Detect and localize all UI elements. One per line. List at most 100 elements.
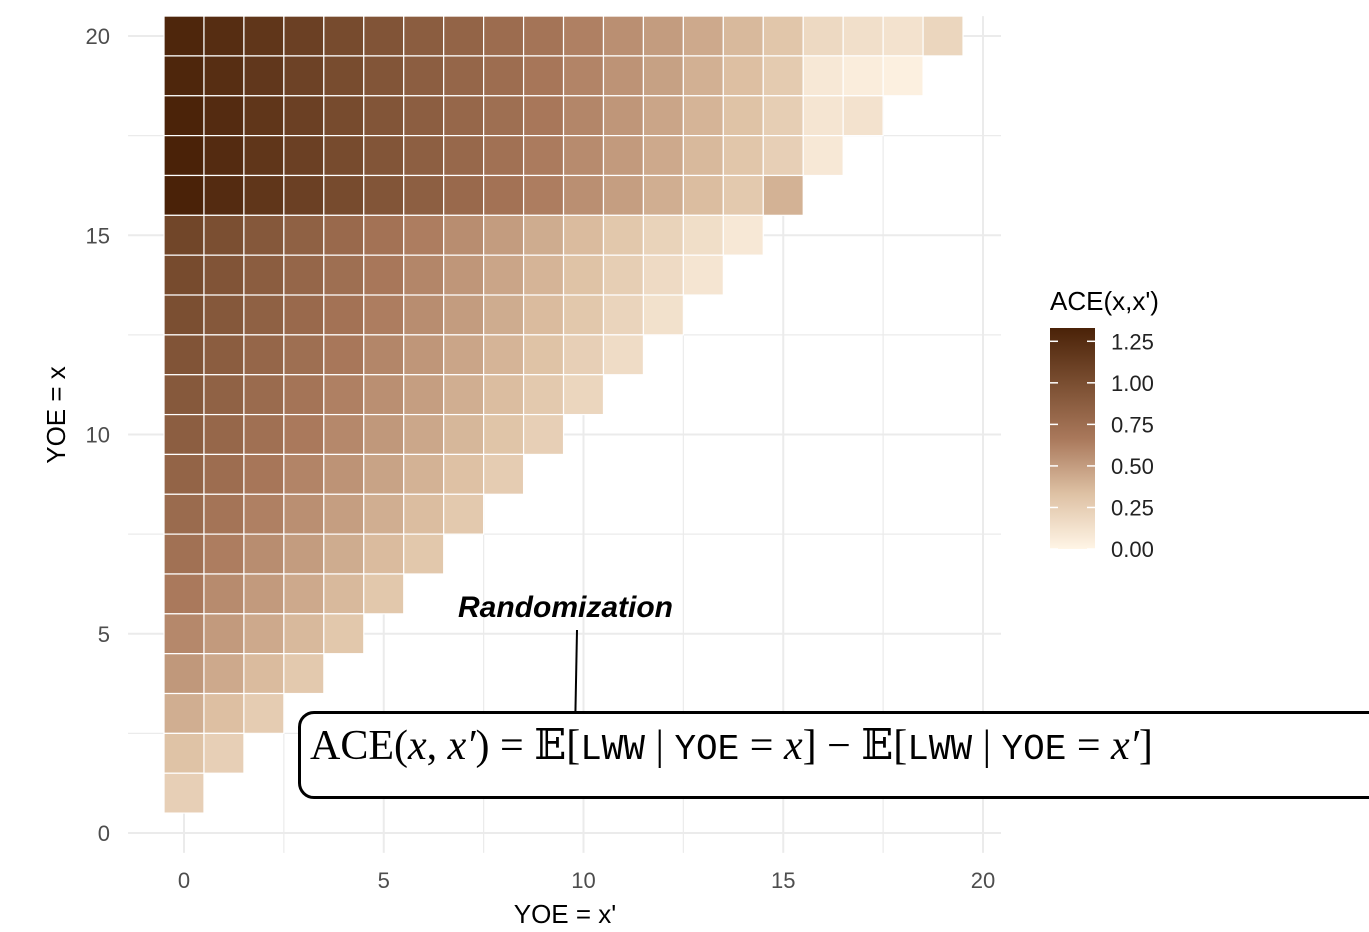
y-tick-label: 10 bbox=[86, 423, 110, 448]
heatmap-cell bbox=[244, 534, 284, 574]
heatmap-cell bbox=[444, 295, 484, 335]
formula-part: x′ bbox=[1111, 723, 1139, 769]
heatmap-cell bbox=[204, 494, 244, 534]
x-tick-label: 20 bbox=[971, 868, 995, 893]
heatmap-cell bbox=[284, 136, 324, 176]
heatmap-cell bbox=[164, 654, 204, 694]
heatmap-cell bbox=[683, 255, 723, 295]
heatmap-cell bbox=[284, 614, 324, 654]
heatmap-cell bbox=[484, 454, 524, 494]
heatmap-cell bbox=[324, 215, 364, 255]
heatmap-cell bbox=[204, 16, 244, 56]
heatmap-cell bbox=[404, 494, 444, 534]
heatmap-cell bbox=[164, 694, 204, 734]
heatmap-cell bbox=[204, 295, 244, 335]
heatmap-cell bbox=[364, 335, 404, 375]
heatmap-cell bbox=[324, 375, 364, 415]
heatmap-cell bbox=[164, 375, 204, 415]
heatmap-cell bbox=[564, 56, 604, 96]
heatmap-cell bbox=[244, 335, 284, 375]
heatmap-cell bbox=[244, 654, 284, 694]
legend-tick-label: 0.25 bbox=[1111, 495, 1154, 520]
heatmap-cell bbox=[803, 56, 843, 96]
heatmap-cell bbox=[484, 16, 524, 56]
legend-title: ACE(x,x') bbox=[1050, 286, 1159, 316]
heatmap-cell bbox=[603, 16, 643, 56]
heatmap-cell bbox=[284, 175, 324, 215]
heatmap-cell bbox=[284, 255, 324, 295]
heatmap-cell bbox=[444, 335, 484, 375]
heatmap-cell bbox=[444, 215, 484, 255]
formula-part: = bbox=[739, 723, 784, 769]
heatmap-cell bbox=[284, 16, 324, 56]
heatmap-cell bbox=[244, 454, 284, 494]
heatmap-cell bbox=[364, 574, 404, 614]
heatmap-cell bbox=[284, 96, 324, 136]
color-legend: ACE(x,x') 1.25 1.00 0.75 0.50 0.25 0.00 bbox=[1050, 286, 1159, 562]
heatmap-cell bbox=[204, 654, 244, 694]
heatmap-cell bbox=[164, 96, 204, 136]
heatmap-cell bbox=[723, 175, 763, 215]
heatmap-cell bbox=[603, 295, 643, 335]
heatmap-cell bbox=[923, 16, 963, 56]
x-tick-label: 10 bbox=[571, 868, 595, 893]
heatmap-cell bbox=[204, 454, 244, 494]
heatmap-cell bbox=[324, 534, 364, 574]
heatmap-cell bbox=[404, 454, 444, 494]
heatmap-cell bbox=[524, 415, 564, 455]
heatmap-cell bbox=[364, 175, 404, 215]
heatmap-cell bbox=[643, 215, 683, 255]
heatmap-cell bbox=[843, 16, 883, 56]
heatmap-cell bbox=[364, 96, 404, 136]
legend-tick-label: 0.75 bbox=[1111, 412, 1154, 437]
heatmap-cell bbox=[204, 415, 244, 455]
heatmap-cell bbox=[204, 56, 244, 96]
heatmap-cell bbox=[484, 136, 524, 176]
formula-part: x bbox=[408, 723, 427, 769]
heatmap-cell bbox=[324, 454, 364, 494]
heatmap-cell bbox=[324, 16, 364, 56]
y-axis-ticks: 05101520 bbox=[86, 24, 110, 846]
formula-part: YOE bbox=[1002, 729, 1067, 770]
heatmap-cell bbox=[603, 255, 643, 295]
legend-tick-label: 0.50 bbox=[1111, 454, 1154, 479]
legend-colorbar bbox=[1050, 328, 1095, 549]
heatmap-cell bbox=[763, 16, 803, 56]
heatmap-cell bbox=[603, 215, 643, 255]
heatmap-cell bbox=[524, 16, 564, 56]
heatmap-cell bbox=[404, 335, 444, 375]
legend-tick-label: 0.00 bbox=[1111, 537, 1154, 562]
heatmap-cell bbox=[723, 56, 763, 96]
heatmap-cell bbox=[524, 96, 564, 136]
heatmap-cell bbox=[524, 295, 564, 335]
heatmap-cell bbox=[284, 295, 324, 335]
heatmap-cell bbox=[843, 96, 883, 136]
y-tick-label: 0 bbox=[98, 821, 110, 846]
formula-part: ACE( bbox=[310, 723, 408, 769]
heatmap-cell bbox=[643, 96, 683, 136]
heatmap-cell bbox=[204, 574, 244, 614]
formula-part: LWW bbox=[907, 729, 972, 770]
heatmap-cell bbox=[204, 335, 244, 375]
heatmap-cell bbox=[404, 16, 444, 56]
heatmap-cell bbox=[204, 215, 244, 255]
formula-part: YOE bbox=[674, 729, 739, 770]
heatmap-cell bbox=[244, 215, 284, 255]
heatmap-cell bbox=[643, 175, 683, 215]
heatmap-cell bbox=[244, 56, 284, 96]
heatmap-cell bbox=[244, 96, 284, 136]
x-axis-title: YOE = x' bbox=[514, 899, 617, 929]
heatmap-cell bbox=[164, 574, 204, 614]
heatmap-cell bbox=[404, 175, 444, 215]
heatmap-cell bbox=[364, 534, 404, 574]
heatmap-cell bbox=[284, 574, 324, 614]
heatmap-cell bbox=[603, 335, 643, 375]
heatmap-cell bbox=[524, 175, 564, 215]
heatmap-cell bbox=[404, 534, 444, 574]
formula-part: [ bbox=[566, 723, 580, 769]
heatmap-cell bbox=[244, 494, 284, 534]
heatmap-cell bbox=[284, 454, 324, 494]
heatmap-cell bbox=[643, 255, 683, 295]
heatmap-cell bbox=[683, 96, 723, 136]
heatmap-cell bbox=[204, 255, 244, 295]
